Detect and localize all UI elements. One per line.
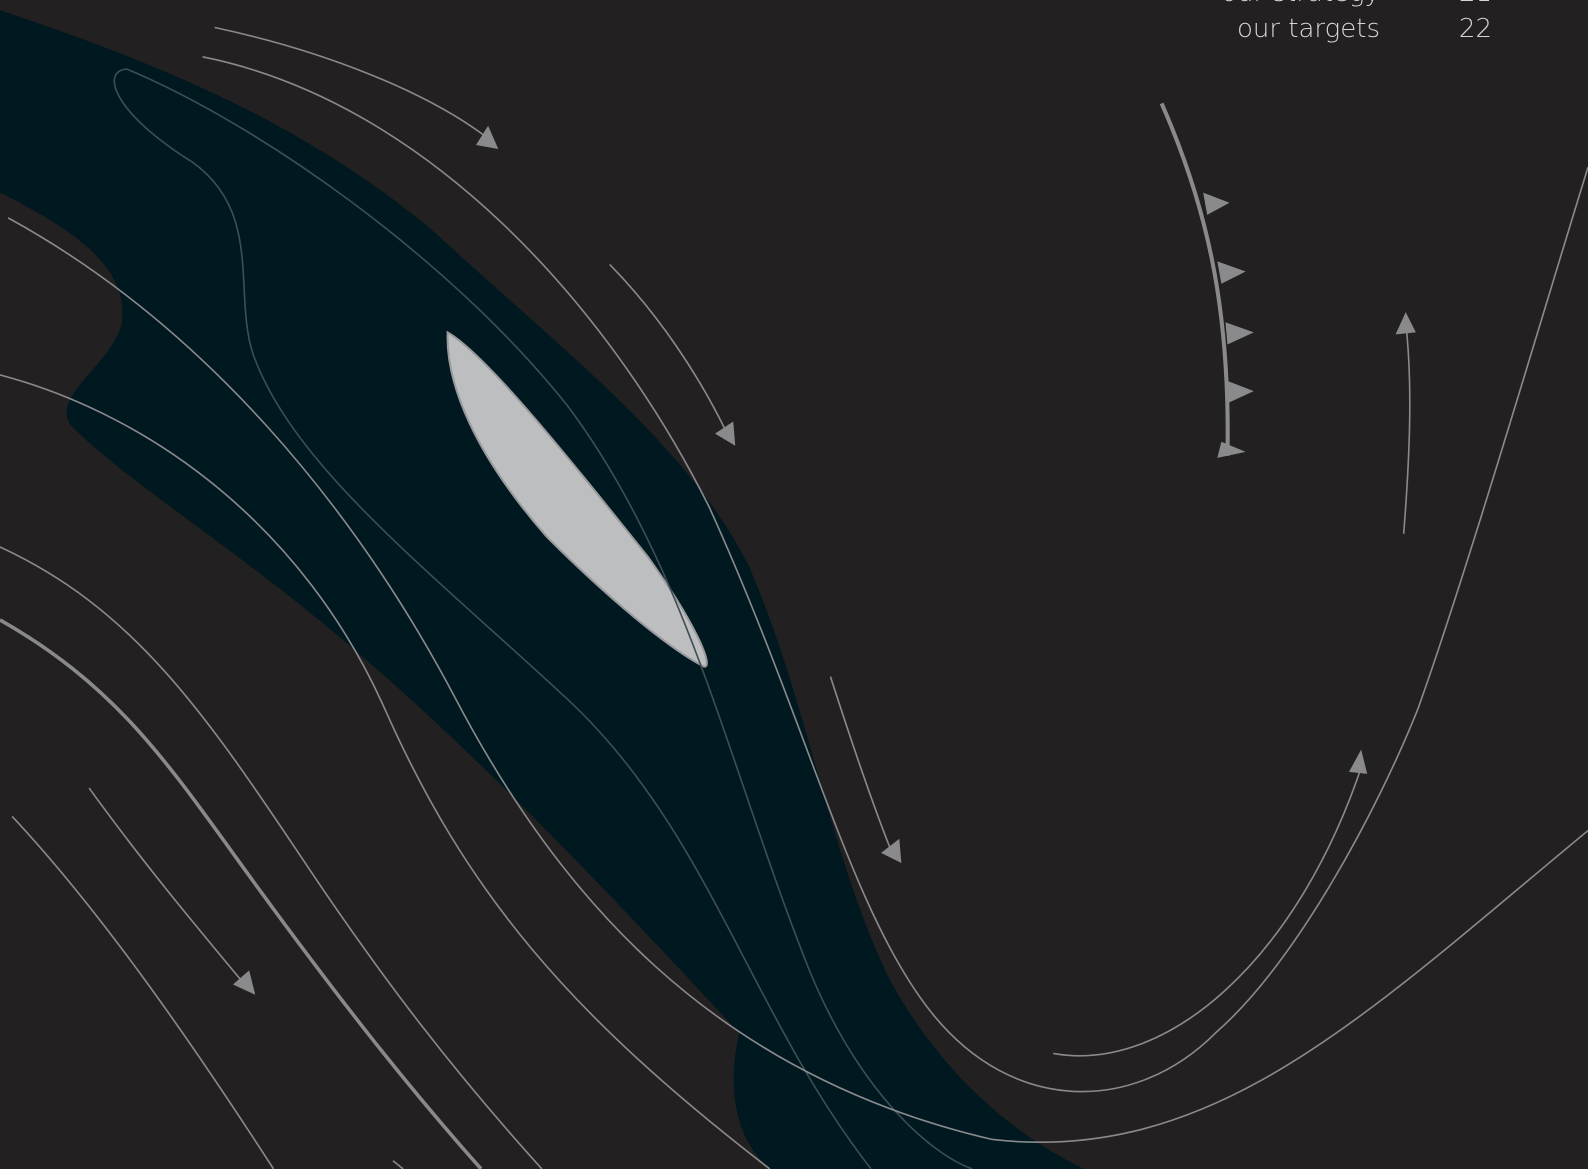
toc-page: 22 xyxy=(1458,14,1492,44)
flow-line xyxy=(202,56,1588,1093)
toc-page: 21 xyxy=(1380,0,1492,8)
flow-line xyxy=(1402,322,1411,534)
flow-line xyxy=(214,26,487,138)
flow-line xyxy=(0,374,771,1169)
light-shape xyxy=(446,330,708,668)
flow-line xyxy=(0,546,543,1169)
dark-shape xyxy=(0,10,1084,1169)
toc-entry: our targets 22 xyxy=(1120,14,1492,44)
contour xyxy=(113,68,872,1169)
flow-line xyxy=(88,787,244,984)
flow-line xyxy=(829,676,892,852)
contour xyxy=(126,68,973,1169)
flow-line xyxy=(1053,764,1363,1057)
arrowheads xyxy=(232,125,1416,995)
front-line xyxy=(1159,102,1230,456)
toc-label: our targets xyxy=(1236,14,1380,44)
flow-line xyxy=(609,263,728,434)
flow-line xyxy=(11,815,275,1169)
toc-label: our strategy xyxy=(1120,0,1380,8)
flow-line xyxy=(392,1160,404,1169)
flow-line xyxy=(0,618,483,1169)
flow-line xyxy=(7,217,1588,1144)
toc-entry: our strategy 21 xyxy=(1120,0,1492,8)
